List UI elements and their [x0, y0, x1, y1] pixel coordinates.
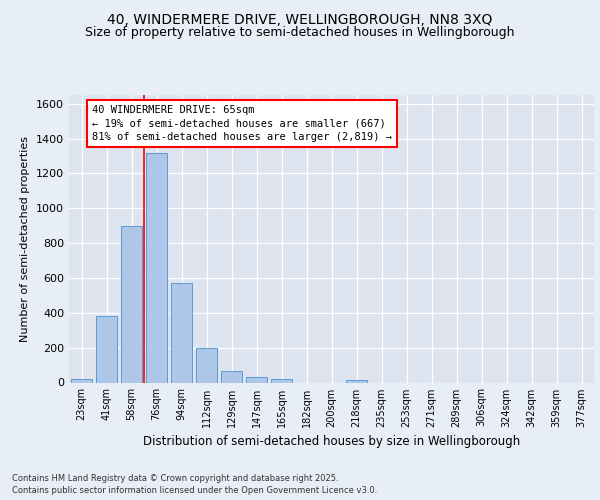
Bar — [71, 380, 92, 382]
Bar — [346, 380, 367, 382]
Y-axis label: Number of semi-detached properties: Number of semi-detached properties — [20, 136, 31, 342]
X-axis label: Distribution of semi-detached houses by size in Wellingborough: Distribution of semi-detached houses by … — [143, 435, 520, 448]
Bar — [196, 348, 217, 382]
Bar — [246, 378, 267, 382]
Bar — [96, 316, 117, 382]
Text: Size of property relative to semi-detached houses in Wellingborough: Size of property relative to semi-detach… — [85, 26, 515, 39]
Text: 40, WINDERMERE DRIVE, WELLINGBOROUGH, NN8 3XQ: 40, WINDERMERE DRIVE, WELLINGBOROUGH, NN… — [107, 12, 493, 26]
Text: 40 WINDERMERE DRIVE: 65sqm
← 19% of semi-detached houses are smaller (667)
81% o: 40 WINDERMERE DRIVE: 65sqm ← 19% of semi… — [92, 106, 392, 142]
Bar — [221, 371, 242, 382]
Bar — [271, 380, 292, 382]
Text: Contains HM Land Registry data © Crown copyright and database right 2025.
Contai: Contains HM Land Registry data © Crown c… — [12, 474, 377, 495]
Bar — [121, 226, 142, 382]
Bar — [146, 152, 167, 382]
Bar — [171, 283, 192, 382]
